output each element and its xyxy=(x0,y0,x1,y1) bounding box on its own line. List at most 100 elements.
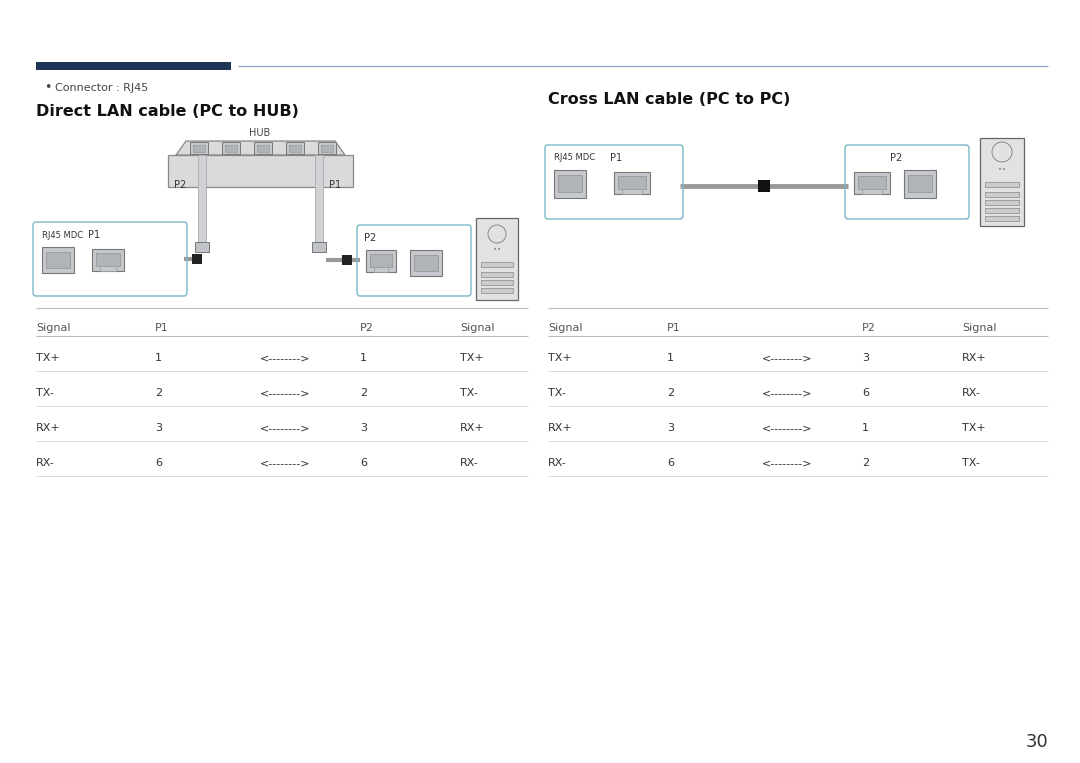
Bar xyxy=(46,252,70,268)
Text: RJ45 MDC: RJ45 MDC xyxy=(42,230,83,240)
Bar xyxy=(985,200,1020,205)
Bar xyxy=(481,280,513,285)
Text: TX+: TX+ xyxy=(460,353,484,363)
Bar xyxy=(286,142,303,154)
Text: 1: 1 xyxy=(156,353,162,363)
Text: Direct LAN cable (PC to HUB): Direct LAN cable (PC to HUB) xyxy=(36,105,299,120)
Text: <-------->: <--------> xyxy=(762,388,812,398)
Bar xyxy=(193,145,205,152)
Text: 2: 2 xyxy=(360,388,367,398)
Bar xyxy=(554,170,586,198)
Text: 6: 6 xyxy=(156,458,162,468)
Text: RX+: RX+ xyxy=(36,423,60,433)
Text: Signal: Signal xyxy=(460,323,495,333)
Bar xyxy=(342,255,352,265)
Text: ••: •• xyxy=(998,167,1005,173)
Bar xyxy=(36,62,231,70)
Text: P2: P2 xyxy=(890,153,902,163)
Bar xyxy=(254,142,272,154)
Text: TX+: TX+ xyxy=(36,353,59,363)
Bar xyxy=(195,242,210,252)
Text: ••: •• xyxy=(492,247,501,253)
Text: Signal: Signal xyxy=(548,323,582,333)
Bar xyxy=(289,145,301,152)
Bar xyxy=(225,145,237,152)
Bar xyxy=(321,145,333,152)
Text: 1: 1 xyxy=(667,353,674,363)
Bar xyxy=(410,250,442,276)
Text: 3: 3 xyxy=(156,423,162,433)
Bar xyxy=(558,175,582,192)
Text: RX+: RX+ xyxy=(460,423,485,433)
Text: Signal: Signal xyxy=(962,323,997,333)
Text: P1: P1 xyxy=(156,323,168,333)
Bar xyxy=(476,218,518,300)
Bar xyxy=(481,262,513,267)
Text: P1: P1 xyxy=(667,323,680,333)
Bar xyxy=(100,266,116,271)
Bar xyxy=(96,253,120,266)
Bar xyxy=(366,250,396,272)
Bar xyxy=(370,254,392,267)
Text: 3: 3 xyxy=(360,423,367,433)
Text: 3: 3 xyxy=(667,423,674,433)
Bar xyxy=(758,180,770,192)
Bar xyxy=(192,254,202,264)
Bar xyxy=(908,175,932,192)
Text: P1: P1 xyxy=(87,230,100,240)
Bar xyxy=(318,142,336,154)
Bar xyxy=(622,189,642,194)
Text: <-------->: <--------> xyxy=(762,353,812,363)
Bar xyxy=(168,155,353,187)
Bar xyxy=(414,255,438,271)
Text: TX-: TX- xyxy=(36,388,54,398)
Bar xyxy=(985,192,1020,197)
Text: <-------->: <--------> xyxy=(762,423,812,433)
Bar xyxy=(315,155,323,248)
Text: RX+: RX+ xyxy=(548,423,572,433)
Text: P2: P2 xyxy=(360,323,374,333)
Bar xyxy=(854,172,890,194)
Text: 6: 6 xyxy=(862,388,869,398)
Bar xyxy=(374,267,388,272)
Text: 30: 30 xyxy=(1025,733,1048,751)
Text: HUB: HUB xyxy=(249,128,271,138)
Text: 2: 2 xyxy=(862,458,869,468)
Text: RX-: RX- xyxy=(548,458,567,468)
Bar xyxy=(862,189,882,194)
Bar xyxy=(198,155,206,248)
Text: •: • xyxy=(44,82,52,95)
Bar xyxy=(222,142,240,154)
Bar xyxy=(481,288,513,293)
Bar xyxy=(190,142,208,154)
Bar xyxy=(980,138,1024,226)
Text: TX-: TX- xyxy=(962,458,980,468)
Bar xyxy=(985,216,1020,221)
Text: 3: 3 xyxy=(862,353,869,363)
Text: 6: 6 xyxy=(360,458,367,468)
Bar xyxy=(985,208,1020,213)
Text: P1: P1 xyxy=(329,180,341,190)
Bar xyxy=(904,170,936,198)
Text: TX+: TX+ xyxy=(548,353,571,363)
Bar xyxy=(985,182,1020,187)
Bar xyxy=(615,172,650,194)
Text: <-------->: <--------> xyxy=(260,353,311,363)
Text: 1: 1 xyxy=(360,353,367,363)
Text: <-------->: <--------> xyxy=(762,458,812,468)
Bar xyxy=(92,249,124,271)
Bar xyxy=(481,272,513,277)
Text: Connector : RJ45: Connector : RJ45 xyxy=(55,83,148,93)
Text: RX+: RX+ xyxy=(962,353,987,363)
Polygon shape xyxy=(176,141,345,155)
Bar xyxy=(42,247,75,273)
Text: 1: 1 xyxy=(862,423,869,433)
Text: RJ45 MDC: RJ45 MDC xyxy=(554,153,595,163)
Text: TX-: TX- xyxy=(460,388,477,398)
Text: <-------->: <--------> xyxy=(260,388,311,398)
Text: <-------->: <--------> xyxy=(260,423,311,433)
Text: Signal: Signal xyxy=(36,323,70,333)
Text: 2: 2 xyxy=(667,388,674,398)
Text: TX+: TX+ xyxy=(962,423,986,433)
Bar xyxy=(257,145,269,152)
